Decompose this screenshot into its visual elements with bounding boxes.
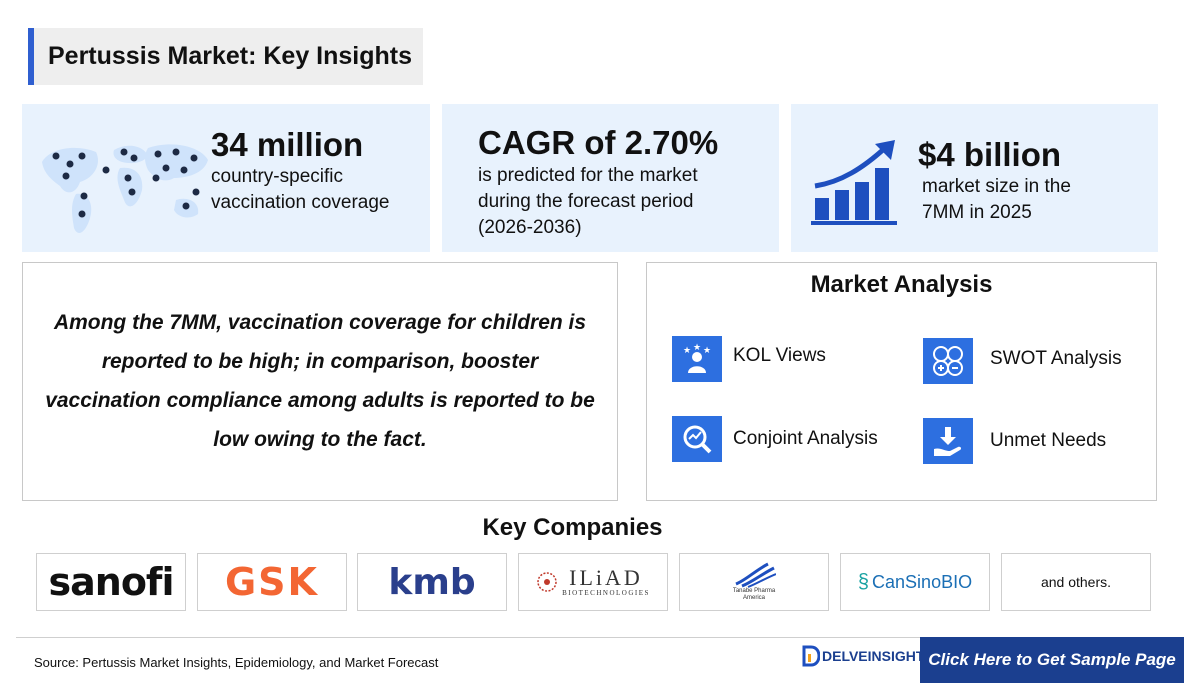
kmb-wordmark: kmb xyxy=(388,561,476,603)
logo-tanabe: Tanabe Pharma America xyxy=(679,553,829,611)
source-note: Source: Pertussis Market Insights, Epide… xyxy=(34,655,439,670)
expert-icon: ★ ★ ★ xyxy=(672,336,722,382)
logo-kmb: kmb xyxy=(357,553,507,611)
download-hand-icon xyxy=(923,418,973,464)
others-label: and others. xyxy=(1040,574,1112,590)
delveinsight-mark-icon xyxy=(802,645,820,667)
stat-line: vaccination coverage xyxy=(211,192,390,213)
logo-sanofi: sanofi xyxy=(36,553,186,611)
stat-card-cagr: CAGR of 2.70% is predicted for the marke… xyxy=(442,104,779,252)
market-analysis-title: Market Analysis xyxy=(810,271,993,298)
delveinsight-logo[interactable]: DELVEINSIGHT xyxy=(802,645,924,667)
page-title-box: Pertussis Market: Key Insights xyxy=(28,28,423,85)
delveinsight-wordmark: DELVEINSIGHT xyxy=(822,648,925,664)
stat-line: is predicted for the market xyxy=(478,165,698,186)
sanofi-wordmark: sanofi xyxy=(48,560,175,604)
analysis-item-conjoint: Conjoint Analysis xyxy=(733,428,878,449)
tanabe-region: America xyxy=(742,595,765,601)
svg-text:★: ★ xyxy=(683,346,691,356)
analysis-item-kol-views: KOL Views xyxy=(733,345,826,366)
stat-line: country-specific xyxy=(211,166,343,187)
iliad-wordmark: ILiAD xyxy=(569,565,643,590)
swot-icon xyxy=(923,338,973,384)
stat-value-market-size: $4 billion xyxy=(918,136,1062,173)
stat-card-coverage: 34 million country-specific vaccination … xyxy=(22,104,430,252)
analysis-item-swot: SWOT Analysis xyxy=(990,348,1122,369)
cansino-wordmark: CanSinoBIO xyxy=(872,571,973,592)
key-companies-title: Key Companies xyxy=(482,514,663,541)
insight-box: Among the 7MM, vaccination coverage for … xyxy=(22,262,618,501)
tanabe-wave-icon xyxy=(735,562,776,588)
stat-value-coverage: 34 million xyxy=(211,126,364,163)
logo-iliad: ILiAD BIOTECHNOLOGIES xyxy=(518,553,668,611)
page-title: Pertussis Market: Key Insights xyxy=(48,42,413,70)
svg-text:★: ★ xyxy=(693,343,701,353)
gsk-wordmark: GSK xyxy=(224,560,319,604)
iliad-emblem-icon xyxy=(537,572,557,592)
stat-line: 7MM in 2025 xyxy=(922,202,1032,223)
growth-chart-icon xyxy=(811,140,897,225)
stat-value-cagr: CAGR of 2.70% xyxy=(478,124,719,161)
cansino-swirl-icon: § xyxy=(857,570,870,593)
world-map-icon xyxy=(42,144,208,233)
insight-text: Among the 7MM, vaccination coverage for … xyxy=(45,311,595,451)
footer-divider xyxy=(16,637,1184,638)
logo-gsk: GSK xyxy=(197,553,347,611)
analysis-item-unmet-needs: Unmet Needs xyxy=(990,430,1107,451)
stat-line: during the forecast period xyxy=(478,191,694,212)
get-sample-page-button[interactable]: Click Here to Get Sample Page xyxy=(920,637,1184,683)
stat-card-market-size: $4 billion market size in the 7MM in 202… xyxy=(791,104,1158,252)
logo-cansinobio: § CanSinoBIO xyxy=(840,553,990,611)
iliad-subtitle: BIOTECHNOLOGIES xyxy=(562,589,650,597)
logo-others: and others. xyxy=(1001,553,1151,611)
stat-line: market size in the xyxy=(922,176,1071,197)
market-analysis-box: Market Analysis ★ ★ ★ KOL Views SWOT Ana… xyxy=(646,262,1157,501)
tanabe-name: Tanabe Pharma xyxy=(732,588,776,594)
stat-line: (2026-2036) xyxy=(478,217,582,238)
analysis-icon xyxy=(672,416,722,462)
svg-text:★: ★ xyxy=(703,346,711,356)
